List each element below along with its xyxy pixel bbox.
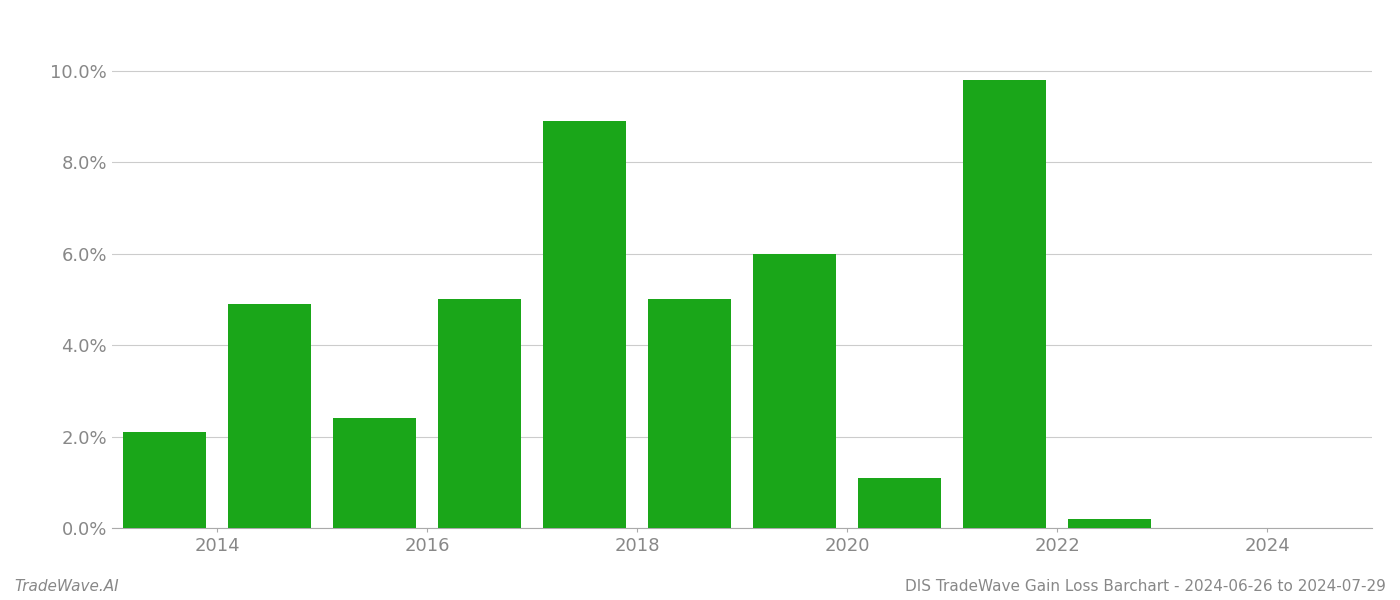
Bar: [647, 299, 731, 528]
Text: TradeWave.AI: TradeWave.AI: [14, 579, 119, 594]
Bar: [437, 299, 521, 528]
Bar: [1067, 519, 1151, 528]
Bar: [963, 80, 1046, 528]
Bar: [753, 254, 836, 528]
Bar: [123, 432, 206, 528]
Text: DIS TradeWave Gain Loss Barchart - 2024-06-26 to 2024-07-29: DIS TradeWave Gain Loss Barchart - 2024-…: [906, 579, 1386, 594]
Bar: [227, 304, 311, 528]
Bar: [543, 121, 626, 528]
Bar: [333, 418, 416, 528]
Bar: [857, 478, 941, 528]
